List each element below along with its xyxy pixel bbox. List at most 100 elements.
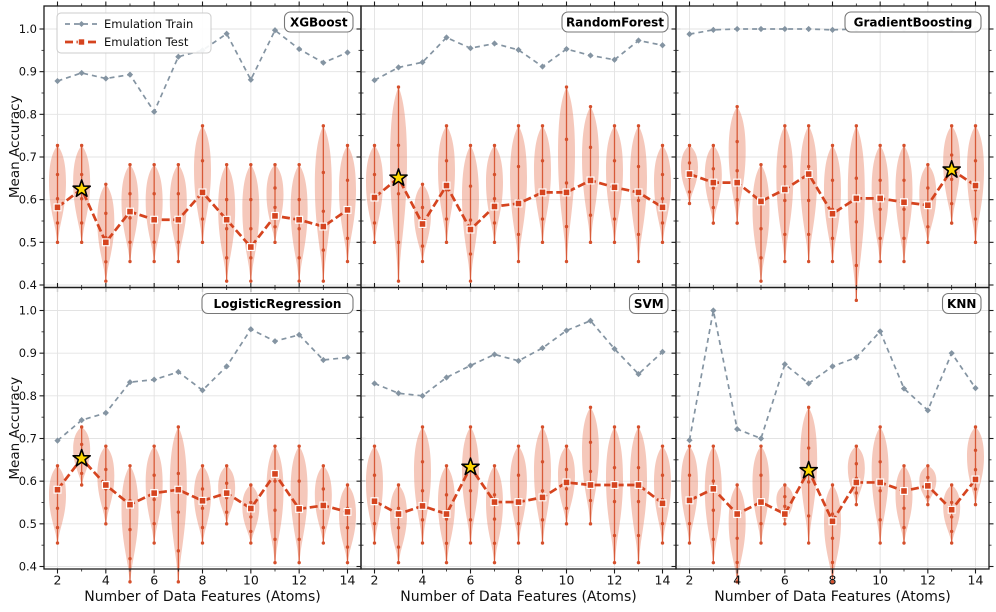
violin-sample-dot	[588, 240, 593, 245]
violin-sample-dot	[273, 479, 277, 483]
train-marker	[611, 345, 618, 352]
train-marker	[563, 327, 570, 334]
train-marker	[296, 45, 303, 53]
test-marker	[538, 493, 547, 502]
violin-sample-dot	[468, 252, 473, 256]
test-marker	[53, 203, 62, 212]
test-marker	[685, 496, 694, 505]
violin-sample-dot	[321, 124, 326, 128]
violin-sample-dot	[759, 444, 763, 448]
test-marker	[971, 475, 980, 484]
train-marker	[686, 31, 693, 38]
violin-sample-dot	[687, 521, 692, 526]
violin-sample-dot	[444, 217, 449, 221]
violin-sample-dot	[55, 143, 60, 148]
train-marker	[515, 46, 522, 54]
panel-gradientboosting: GradientBoosting	[671, 1, 994, 303]
violin-sample-dot	[878, 489, 882, 493]
test-marker	[343, 205, 352, 214]
train-marker	[175, 368, 182, 376]
violin-sample-dot	[636, 259, 641, 264]
violin-sample-dot	[372, 172, 377, 177]
violin-sample-dot	[152, 162, 156, 167]
violin-sample-dot	[735, 139, 739, 144]
test-marker	[370, 193, 379, 202]
test-marker	[246, 504, 255, 513]
x-tick-label: 2	[371, 573, 379, 588]
violin-sample-dot	[612, 499, 617, 504]
violin-sample-dot	[783, 232, 787, 237]
violin-sample-dot	[783, 494, 787, 499]
test-marker	[658, 203, 667, 212]
test-marker	[780, 185, 789, 194]
violin-sample-dot	[687, 143, 692, 148]
test-marker	[733, 178, 742, 187]
violin-sample-dot	[420, 205, 425, 210]
y-tick-label: 0.9	[19, 346, 37, 360]
test-marker	[150, 489, 159, 498]
panel-xgboost: 0.4 0.5 0.6 0.7 0.8 0.9 1.0 XGBoost	[19, 1, 366, 292]
legend-label: Emulation Test	[104, 35, 189, 49]
x-tick-label: 6	[781, 573, 789, 588]
violin-sample-dot	[372, 240, 377, 245]
train-marker	[781, 25, 788, 33]
violin-sample-dot	[492, 493, 497, 497]
violin-sample-dot	[926, 162, 930, 167]
violin-sample-dot	[540, 518, 545, 522]
violin-sample-dot	[564, 181, 569, 185]
violin-sample-dot	[128, 580, 132, 584]
train-marker	[199, 387, 206, 394]
violin-sample-dot	[973, 502, 978, 507]
violin-sample-dot	[926, 225, 930, 229]
violin-sample-dot	[711, 479, 716, 483]
violin-sample-dot	[830, 483, 835, 487]
violin-sample-dot	[79, 197, 84, 201]
test-marker	[756, 498, 765, 507]
violin-sample-dot	[444, 493, 449, 497]
test-marker	[319, 222, 328, 231]
train-marker	[587, 317, 594, 324]
violin-sample-dot	[636, 465, 641, 470]
train-marker	[223, 363, 230, 370]
test-marker	[828, 517, 837, 526]
violin-sample-dot	[636, 425, 641, 429]
violin-sample-dot	[735, 580, 739, 584]
violin-sample-dot	[297, 279, 301, 283]
violin-sample-dot	[806, 259, 811, 264]
violin-sample-dot	[516, 444, 521, 448]
violin-sample-dot	[973, 487, 978, 491]
violin-sample-dot	[79, 442, 84, 447]
violin-sample-dot	[878, 207, 882, 212]
violin-sample-dot	[636, 533, 641, 538]
best-point-star	[799, 460, 819, 479]
violin-sample-dot	[128, 464, 132, 468]
train-marker	[371, 380, 378, 387]
violin-sample-dot	[660, 444, 665, 448]
train-marker	[805, 25, 812, 33]
x-tick-label: 4	[419, 573, 427, 588]
test-marker	[370, 497, 379, 506]
violin-sample-dot	[249, 197, 253, 202]
violin-sample-dot	[878, 518, 882, 522]
test-marker	[586, 176, 595, 185]
violin-sample-dot	[564, 487, 569, 491]
violin-sample-dot	[152, 240, 156, 244]
violin-sample-dot	[902, 525, 906, 530]
violin-sample-dot	[444, 240, 449, 245]
train-marker	[467, 362, 474, 369]
test-marker	[319, 501, 328, 510]
y-tick-label: 0.5	[19, 235, 37, 249]
violin-sample-dot	[176, 240, 181, 244]
x-tick-label: 4	[102, 573, 110, 588]
violin-sample-dot	[735, 198, 739, 202]
violin-sample-dot	[321, 464, 326, 468]
y-tick-label: 0.8	[19, 389, 37, 403]
violin-sample-dot	[321, 170, 326, 175]
violin-sample-dot	[540, 240, 545, 245]
test-marker	[222, 215, 231, 224]
violin-sample-dot	[540, 489, 545, 493]
violin-sample-dot	[854, 502, 859, 507]
violin-sample-dot	[806, 446, 811, 450]
test-marker	[709, 178, 718, 187]
